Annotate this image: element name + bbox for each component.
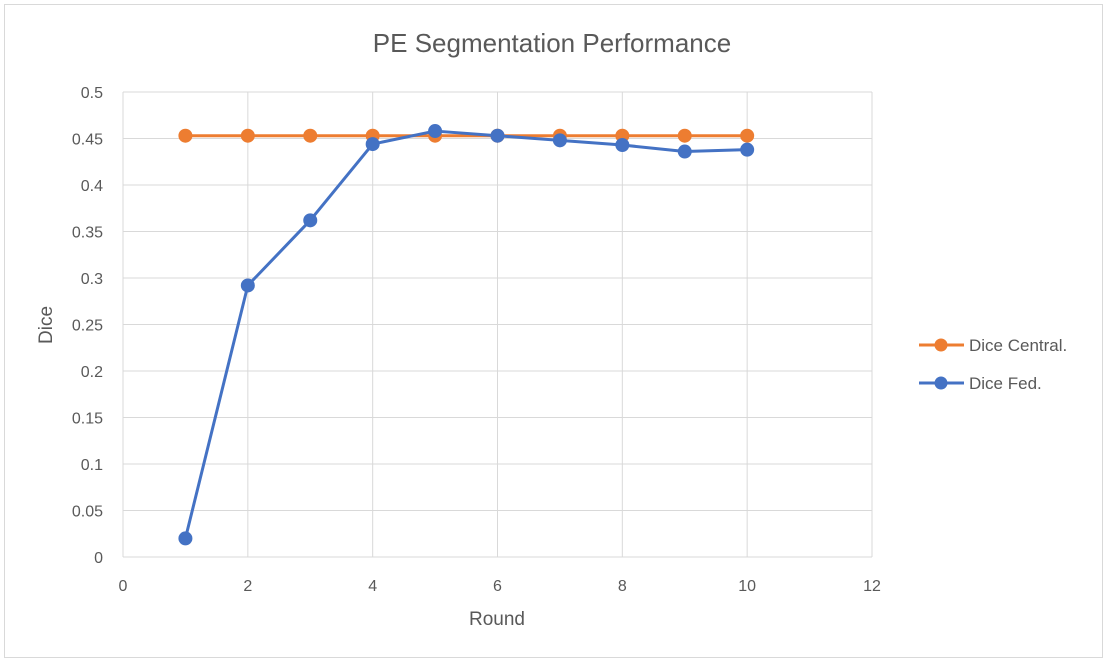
x-tick-label: 2	[243, 578, 252, 595]
series-line	[183, 129, 748, 539]
data-point	[303, 213, 318, 228]
chart-frame	[4, 4, 1103, 658]
data-point	[490, 128, 505, 143]
legend-label: Dice Central.	[969, 336, 1067, 355]
data-point	[740, 142, 755, 157]
chart-title: PE Segmentation Performance	[373, 28, 731, 58]
legend-swatch-marker	[934, 376, 948, 390]
data-point	[365, 137, 380, 152]
y-tick-label: 0.5	[81, 85, 103, 102]
x-tick-label: 8	[618, 578, 627, 595]
x-tick-label: 0	[119, 578, 128, 595]
y-tick-label: 0.4	[81, 178, 103, 195]
gridlines	[122, 91, 873, 558]
y-tick-label: 0.3	[81, 271, 103, 288]
legend-label: Dice Fed.	[969, 374, 1042, 393]
series-0	[178, 128, 755, 143]
data-point	[677, 128, 692, 143]
axes: 0 0.05 0.1 0.15 0.2 0.25 0.3 0.35 0.4 0.45 0.5 0 2 4 6…	[72, 85, 881, 595]
x-tick-label: 6	[493, 578, 502, 595]
legend-swatch-marker	[934, 338, 948, 352]
y-tick-label: 0.25	[72, 318, 103, 335]
y-tick-label: 0.45	[72, 132, 103, 149]
x-tick-label: 10	[738, 578, 756, 595]
y-tick-label: 0.2	[81, 364, 103, 381]
x-axis-title: Round	[469, 609, 525, 630]
legend-item: Dice Fed.	[919, 374, 1042, 393]
data-point	[740, 128, 755, 143]
data-point	[552, 133, 567, 148]
x-tick-label: 4	[368, 578, 377, 595]
y-axis-title: Dice	[36, 306, 57, 344]
legend: Dice Central. Dice Fed.	[919, 336, 1067, 393]
data-point	[178, 128, 193, 143]
data-point	[615, 138, 630, 153]
data-point	[677, 144, 692, 159]
legend-item: Dice Central.	[919, 336, 1067, 355]
data-point	[428, 124, 443, 139]
series-1	[178, 124, 755, 546]
data-point	[178, 531, 193, 546]
data-point	[240, 128, 255, 143]
x-tick-label: 12	[863, 578, 881, 595]
data-point	[303, 128, 318, 143]
y-tick-label: 0.05	[72, 504, 103, 521]
y-tick-label: 0.1	[81, 457, 103, 474]
series-layer	[178, 124, 755, 546]
data-point	[240, 278, 255, 293]
y-tick-label: 0	[94, 550, 103, 567]
y-tick-label: 0.35	[72, 225, 103, 242]
y-tick-label: 0.15	[72, 411, 103, 428]
